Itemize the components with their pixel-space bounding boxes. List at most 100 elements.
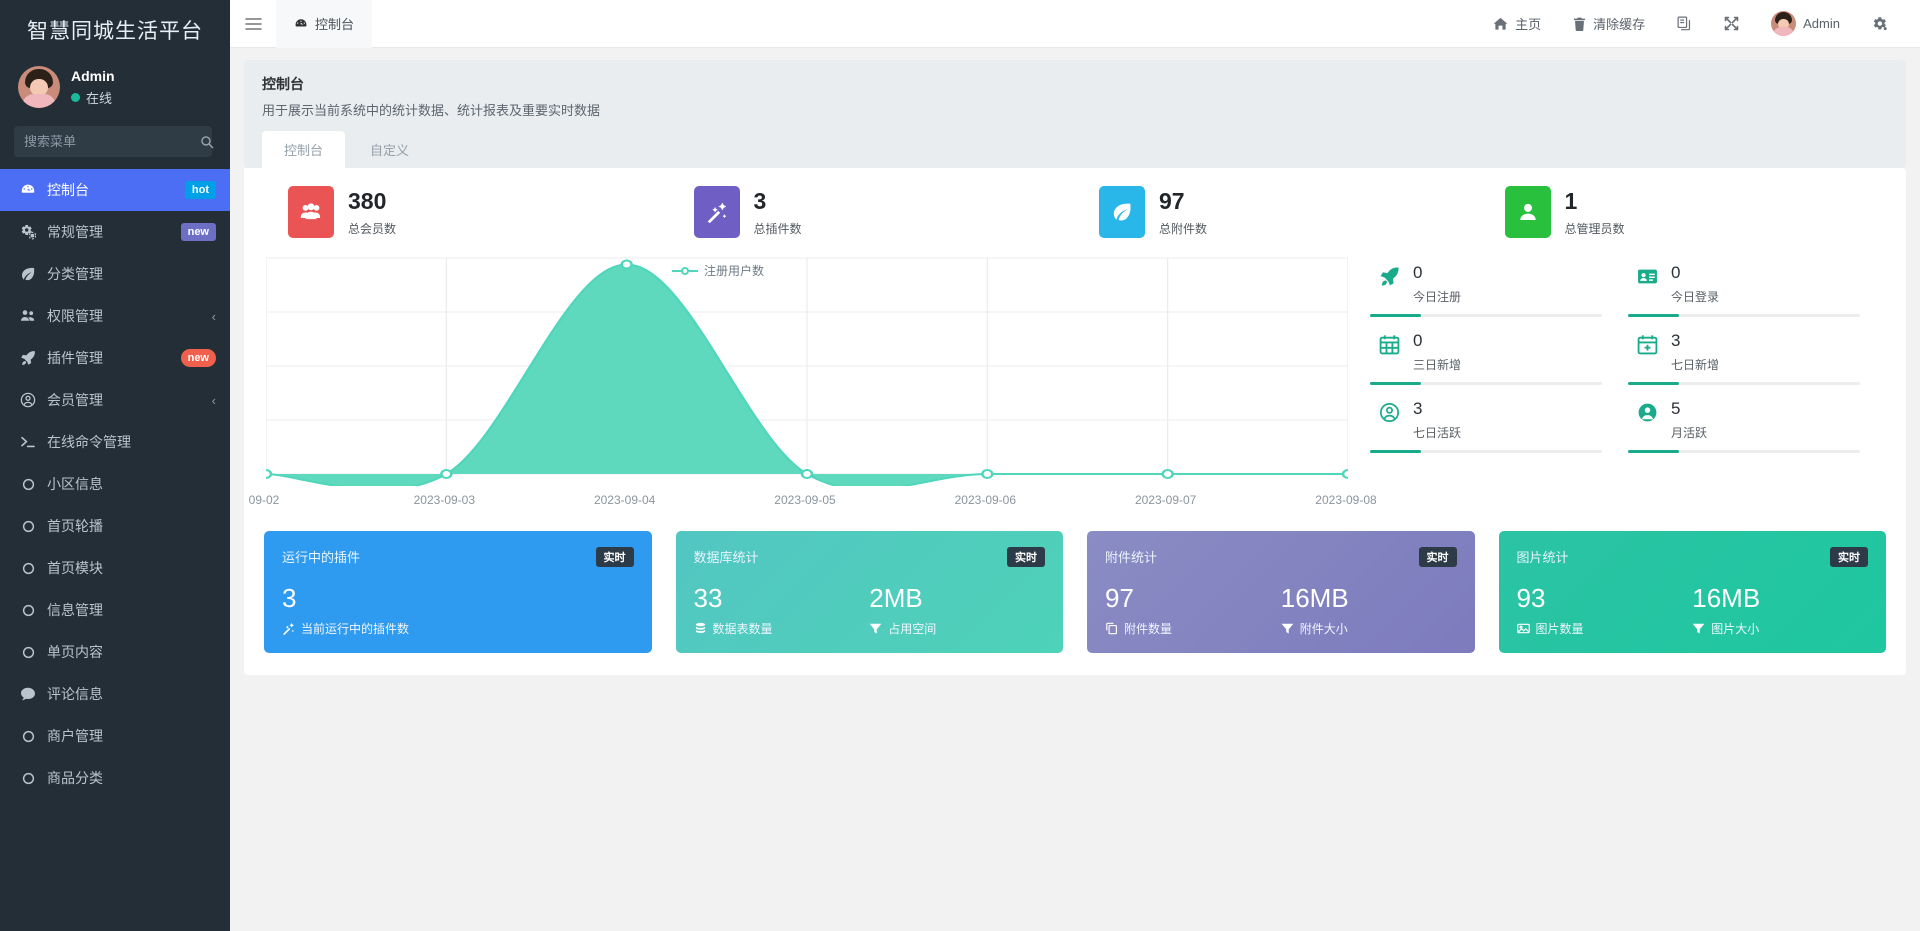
sidebar-item-label: 评论信息 bbox=[47, 686, 103, 702]
x-axis-tick: 2023-09-07 bbox=[1134, 493, 1197, 507]
sidebar-item-label: 插件管理 bbox=[47, 350, 103, 366]
stat-card-2[interactable]: 97 总附件数 bbox=[1075, 186, 1481, 238]
trash-icon bbox=[1573, 17, 1586, 31]
tab-0[interactable]: 控制台 bbox=[262, 131, 346, 168]
user-circle-icon bbox=[1376, 399, 1402, 423]
leaf-icon bbox=[18, 266, 38, 282]
sidebar-item-4[interactable]: 插件管理 new bbox=[0, 337, 230, 379]
bottom-card-label: 图片大小 bbox=[1711, 622, 1760, 636]
metric-0[interactable]: 0 今日注册 bbox=[1370, 254, 1628, 317]
sidebar-item-label: 权限管理 bbox=[47, 308, 103, 324]
stat-card-0[interactable]: 380 总会员数 bbox=[264, 186, 670, 238]
user-menu-label: Admin bbox=[1803, 16, 1840, 31]
gear-icon bbox=[1872, 16, 1888, 32]
search-icon[interactable] bbox=[200, 135, 214, 149]
search-input[interactable] bbox=[24, 134, 200, 149]
bottom-card-label: 图片数量 bbox=[1535, 622, 1584, 636]
status-dot-icon bbox=[71, 93, 80, 102]
magic-wand-icon bbox=[693, 186, 740, 238]
bottom-card-0[interactable]: 运行中的插件 实时 3 当前运行中的插件数 bbox=[264, 531, 652, 653]
metric-2[interactable]: 0 三日新增 bbox=[1370, 322, 1628, 385]
sidebar-item-label: 小区信息 bbox=[47, 476, 103, 492]
sidebar-item-label: 在线命令管理 bbox=[47, 434, 131, 450]
stat-card-3[interactable]: 1 总管理员数 bbox=[1481, 186, 1887, 238]
sidebar-profile[interactable]: Admin 在线 bbox=[0, 60, 230, 118]
sidebar-item-label: 首页模块 bbox=[47, 560, 103, 576]
chart-legend[interactable]: 注册用户数 bbox=[672, 262, 764, 279]
stat-card-1[interactable]: 3 总插件数 bbox=[670, 186, 1076, 238]
stat-value: 1 bbox=[1564, 187, 1578, 214]
home-icon bbox=[1493, 17, 1508, 31]
mid-section: 注册用户数 09-02 2023-09-03 2023-09-04 2023-09-0… bbox=[249, 254, 1886, 509]
clear-cache-button[interactable]: 清除缓存 bbox=[1557, 0, 1661, 48]
home-label: 主页 bbox=[1515, 17, 1542, 32]
bottom-card-value: 93 bbox=[1516, 583, 1546, 613]
copy-button[interactable] bbox=[1661, 0, 1708, 48]
sidebar-item-9[interactable]: 首页模块 bbox=[0, 547, 230, 589]
sidebar-item-6[interactable]: 在线命令管理 bbox=[0, 421, 230, 463]
sidebar-item-1[interactable]: 常规管理 new bbox=[0, 211, 230, 253]
status-badge: 实时 bbox=[1418, 547, 1457, 567]
stat-label: 总会员数 bbox=[348, 221, 397, 236]
tab-label: 控制台 bbox=[284, 143, 324, 158]
sidebar-item-7[interactable]: 小区信息 bbox=[0, 463, 230, 505]
registration-chart: 注册用户数 09-02 2023-09-03 2023-09-04 2023-09-0… bbox=[249, 254, 1377, 509]
metric-1[interactable]: 0 今日登录 bbox=[1628, 254, 1886, 317]
home-button[interactable]: 主页 bbox=[1477, 0, 1557, 48]
bottom-cards-row: 运行中的插件 实时 3 当前运行中的插件数 数据库统计 实时 33 数据表数量 2MB 占用空间 附… bbox=[264, 531, 1886, 653]
metric-progress-bar bbox=[1628, 314, 1860, 317]
fullscreen-button[interactable] bbox=[1708, 0, 1755, 48]
bottom-card-label: 当前运行中的插件数 bbox=[301, 622, 410, 636]
settings-button[interactable] bbox=[1856, 0, 1904, 48]
topbar-tab-dashboard[interactable]: 控制台 bbox=[276, 0, 373, 48]
brand-title: 智慧同城生活平台 bbox=[27, 20, 203, 43]
search-menu-box[interactable] bbox=[14, 126, 214, 157]
stat-label: 总附件数 bbox=[1159, 221, 1208, 236]
sidebar-item-11[interactable]: 单页内容 bbox=[0, 631, 230, 673]
sidebar-item-12[interactable]: 评论信息 bbox=[0, 673, 230, 715]
filter-icon bbox=[1692, 622, 1705, 635]
circle-icon bbox=[18, 604, 38, 617]
stats-row: 380 总会员数 3 总插件数 97 总附件数 1 总管理员数 bbox=[264, 186, 1886, 238]
x-axis-tick: 09-02 bbox=[248, 493, 280, 507]
tab-1[interactable]: 自定义 bbox=[348, 131, 431, 168]
calendar-icon bbox=[1376, 331, 1402, 355]
comment-icon bbox=[18, 686, 38, 702]
sidebar-item-10[interactable]: 信息管理 bbox=[0, 589, 230, 631]
metric-label: 今日登录 bbox=[1671, 290, 1720, 304]
sidebar-item-14[interactable]: 商品分类 bbox=[0, 757, 230, 799]
bottom-card-title: 附件统计 bbox=[1105, 550, 1158, 565]
metric-5[interactable]: 5 月活跃 bbox=[1628, 390, 1886, 453]
topbar-tab-label: 控制台 bbox=[315, 17, 355, 32]
leaf-icon bbox=[1099, 186, 1145, 238]
sidebar-item-label: 商品分类 bbox=[47, 770, 103, 786]
user-menu-button[interactable]: Admin bbox=[1755, 0, 1856, 48]
sidebar-item-2[interactable]: 分类管理 bbox=[0, 253, 230, 295]
database-icon bbox=[694, 622, 707, 635]
bottom-card-label: 附件大小 bbox=[1299, 622, 1348, 636]
sidebar-item-label: 会员管理 bbox=[47, 392, 103, 408]
fullscreen-icon bbox=[1724, 16, 1739, 31]
metric-progress-bar bbox=[1628, 450, 1860, 453]
stat-value: 380 bbox=[348, 187, 387, 214]
sidebar-item-0[interactable]: 控制台 hot bbox=[0, 169, 230, 211]
x-axis-tick: 2023-09-05 bbox=[774, 493, 836, 507]
metric-3[interactable]: 3 七日新增 bbox=[1628, 322, 1886, 385]
bottom-card-2[interactable]: 附件统计 实时 97 附件数量 16MB 附件大小 bbox=[1087, 531, 1475, 653]
bottom-card-title: 运行中的插件 bbox=[282, 550, 361, 565]
x-axis-tick: 2023-09-08 bbox=[1315, 493, 1377, 507]
bottom-card-1[interactable]: 数据库统计 实时 33 数据表数量 2MB 占用空间 bbox=[675, 531, 1063, 653]
sidebar-item-5[interactable]: 会员管理 ‹ bbox=[0, 379, 230, 421]
sidebar-item-3[interactable]: 权限管理 ‹ bbox=[0, 295, 230, 337]
metric-4[interactable]: 3 七日活跃 bbox=[1370, 390, 1628, 453]
sidebar-item-8[interactable]: 首页轮播 bbox=[0, 505, 230, 547]
bottom-card-3[interactable]: 图片统计 实时 93 图片数量 16MB 图片大小 bbox=[1498, 531, 1886, 653]
sidebar-item-label: 信息管理 bbox=[47, 602, 103, 618]
hamburger-icon[interactable] bbox=[230, 17, 276, 31]
metric-label: 七日活跃 bbox=[1413, 426, 1462, 440]
main-area: 控制台 主页 bbox=[230, 0, 1920, 931]
sidebar-item-13[interactable]: 商户管理 bbox=[0, 715, 230, 757]
filter-icon bbox=[1281, 622, 1294, 635]
